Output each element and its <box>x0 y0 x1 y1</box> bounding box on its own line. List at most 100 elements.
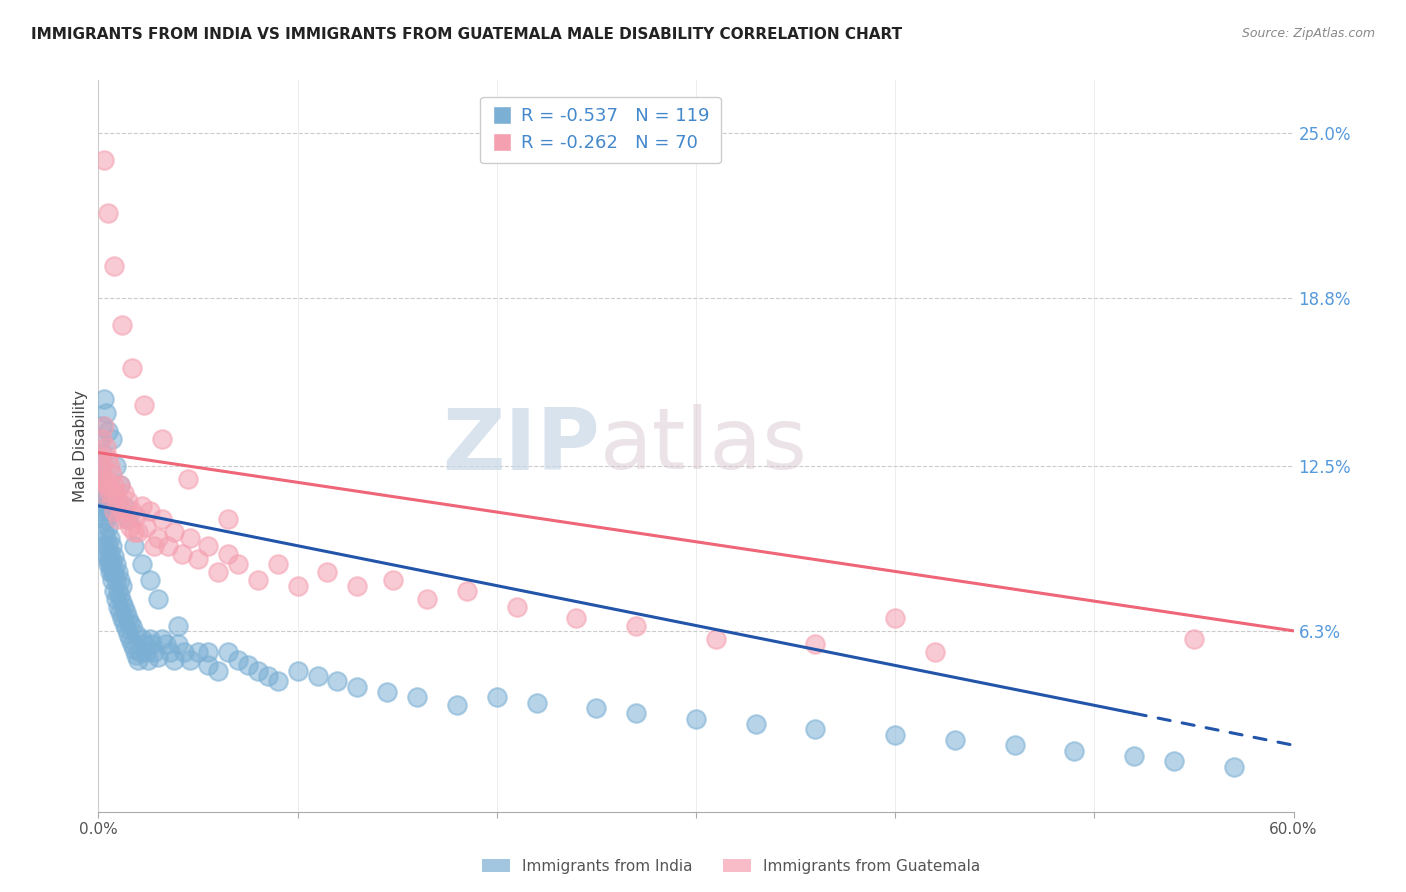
Point <box>117 626 139 640</box>
Point <box>101 467 124 481</box>
Text: ZIP: ZIP <box>443 404 600 488</box>
Point <box>91 485 114 500</box>
Point <box>124 525 146 540</box>
Point <box>91 433 114 447</box>
Point <box>93 512 115 526</box>
Point <box>97 206 120 220</box>
Point <box>139 504 162 518</box>
Point <box>89 485 111 500</box>
Point <box>97 450 120 465</box>
Legend: Immigrants from India, Immigrants from Guatemala: Immigrants from India, Immigrants from G… <box>477 853 986 880</box>
Point <box>91 504 114 518</box>
Point <box>179 653 201 667</box>
Point <box>1063 743 1085 757</box>
Point <box>217 547 239 561</box>
Point <box>101 493 124 508</box>
Point <box>236 658 259 673</box>
Point <box>804 637 827 651</box>
Point <box>127 525 149 540</box>
Point <box>585 701 607 715</box>
Point <box>117 493 139 508</box>
Point <box>93 525 115 540</box>
Point <box>125 509 148 524</box>
Point <box>804 723 827 737</box>
Point <box>745 717 768 731</box>
Point <box>110 574 132 588</box>
Point <box>112 485 135 500</box>
Point <box>124 642 146 657</box>
Point <box>167 618 190 632</box>
Point <box>111 318 134 332</box>
Point <box>163 525 186 540</box>
Point <box>197 658 219 673</box>
Point <box>120 615 142 630</box>
Point <box>98 547 122 561</box>
Point <box>179 531 201 545</box>
Point <box>105 485 128 500</box>
Point <box>105 574 128 588</box>
Point <box>121 618 143 632</box>
Point <box>159 645 181 659</box>
Point <box>110 605 132 619</box>
Point <box>117 512 139 526</box>
Point <box>127 653 149 667</box>
Point <box>107 512 129 526</box>
Point <box>93 472 115 486</box>
Point <box>148 650 170 665</box>
Point <box>267 558 290 572</box>
Y-axis label: Male Disability: Male Disability <box>73 390 89 502</box>
Point <box>93 485 115 500</box>
Point <box>150 512 173 526</box>
Point <box>121 637 143 651</box>
Point <box>217 512 239 526</box>
Point <box>96 512 118 526</box>
Point <box>98 558 122 572</box>
Point <box>626 706 648 721</box>
Point <box>150 433 173 447</box>
Point <box>98 531 122 545</box>
Point <box>96 440 118 454</box>
Point <box>101 566 124 580</box>
Point <box>103 566 125 580</box>
Point <box>626 618 648 632</box>
Point <box>884 610 907 624</box>
Point <box>406 690 429 705</box>
Point <box>93 539 115 553</box>
Point <box>107 493 129 508</box>
Point <box>97 539 120 553</box>
Point <box>226 653 249 667</box>
Point <box>316 566 339 580</box>
Point <box>93 419 115 434</box>
Point <box>456 584 478 599</box>
Point <box>105 558 128 572</box>
Point <box>112 615 135 630</box>
Point <box>111 594 134 608</box>
Point <box>135 520 157 534</box>
Point <box>884 728 907 742</box>
Point <box>101 555 124 569</box>
Point <box>112 599 135 614</box>
Point <box>246 574 269 588</box>
Point <box>105 591 128 606</box>
Point <box>103 504 125 518</box>
Point <box>96 547 118 561</box>
Point <box>526 696 548 710</box>
Point <box>125 626 148 640</box>
Point <box>217 645 239 659</box>
Point <box>135 645 157 659</box>
Point <box>1004 738 1026 752</box>
Point <box>101 433 124 447</box>
Point <box>117 610 139 624</box>
Point <box>143 645 166 659</box>
Legend: R = -0.537   N = 119, R = -0.262   N = 70: R = -0.537 N = 119, R = -0.262 N = 70 <box>479 96 721 163</box>
Point <box>382 574 405 588</box>
Point <box>96 531 118 545</box>
Point <box>167 637 190 651</box>
Point <box>101 539 124 553</box>
Point <box>111 504 134 518</box>
Point <box>103 260 125 274</box>
Point <box>98 566 122 580</box>
Point <box>287 579 309 593</box>
Point <box>134 637 156 651</box>
Point <box>91 445 114 459</box>
